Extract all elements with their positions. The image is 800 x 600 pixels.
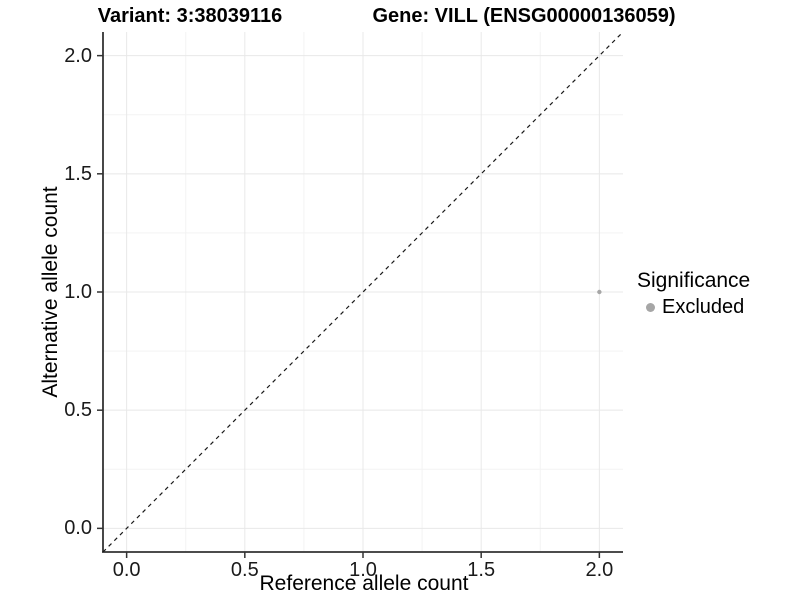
x-tick-label: 2.0: [585, 559, 614, 581]
legend: Significance Excluded: [637, 270, 750, 318]
x-tick-label: 0.0: [112, 559, 141, 581]
y-tick-label: 0.0: [64, 517, 92, 540]
legend-item-excluded: Excluded: [637, 297, 750, 318]
data-point: [597, 289, 602, 295]
plot-title-variant: Variant: 3:38039116: [97, 5, 283, 27]
legend-title: Significance: [637, 269, 751, 292]
x-tick-label: 1.0: [349, 559, 377, 581]
y-axis-title: Alternative allele count: [39, 186, 62, 398]
plot-title-gene: Gene: VILL (ENSG00000136059): [372, 5, 676, 27]
legend-item-label: Excluded: [662, 296, 745, 318]
x-axis-title: Reference allele count: [259, 572, 469, 595]
y-tick-label: 1.5: [64, 162, 92, 185]
x-tick-label: 0.5: [230, 559, 259, 581]
y-tick-label: 1.0: [64, 281, 92, 303]
y-tick-label: 0.5: [64, 399, 92, 422]
x-tick-label: 1.5: [467, 559, 496, 581]
y-tick-label: 2.0: [64, 44, 92, 67]
legend-key-point-icon: [646, 303, 655, 312]
identity-reference-line: [102, 31, 624, 553]
